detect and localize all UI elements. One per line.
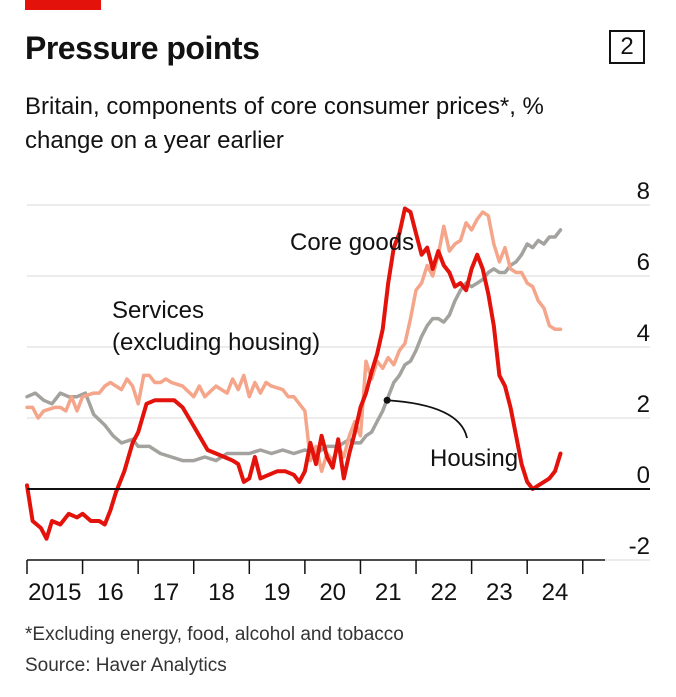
y-tick-label: 2	[637, 391, 650, 418]
housing-callout-dot	[383, 396, 391, 404]
x-tick-label: 21	[375, 579, 402, 606]
annotation-core-goods: Core goods	[290, 229, 414, 256]
y-tick-label: 8	[637, 178, 650, 205]
x-tick-label: 22	[430, 579, 457, 606]
y-tick-label: 0	[637, 462, 650, 489]
x-tick-label: 19	[264, 579, 291, 606]
annotation-services-line2: (excluding housing)	[112, 329, 320, 356]
x-tick-label: 23	[486, 579, 513, 606]
annotation-housing: Housing	[430, 445, 518, 472]
y-tick-label: 4	[637, 320, 650, 347]
x-tick-label: 2015	[28, 579, 81, 606]
housing-callout-line	[387, 399, 468, 439]
annotation-services-line1: Services	[112, 297, 204, 324]
chart-subtitle: Britain, components of core consumer pri…	[25, 93, 544, 154]
brand-accent-bar	[25, 0, 101, 10]
series-line-core-goods	[25, 206, 563, 541]
chart-title: Pressure points	[25, 30, 260, 66]
x-tick-label: 24	[542, 579, 569, 606]
x-tick-label: 16	[97, 579, 124, 606]
chart-source: Source: Haver Analytics	[25, 655, 227, 676]
chart-footnote: *Excluding energy, food, alcohol and tob…	[25, 624, 404, 645]
x-tick-label: 20	[319, 579, 346, 606]
y-tick-label: 6	[637, 249, 650, 276]
x-tick-label: 18	[208, 579, 235, 606]
series-line-housing	[25, 228, 563, 463]
y-tick-label: -2	[629, 533, 650, 560]
x-tick-label: 17	[153, 579, 180, 606]
chart-number-badge: 2	[609, 30, 645, 64]
